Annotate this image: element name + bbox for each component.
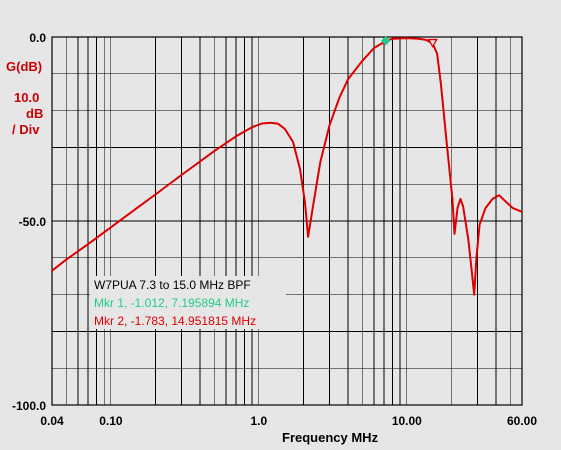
marker-1-readout: Mkr 1, -1.012, 7.195894 MHz (94, 296, 249, 310)
x-tick-label: 0.04 (40, 414, 64, 428)
grid-lines (52, 37, 522, 405)
y-tick-label: -50.0 (19, 215, 47, 229)
x-tick-label: 1.0 (251, 414, 268, 428)
plot-frame (51, 36, 523, 406)
y-scale-per-div: / Div (12, 122, 40, 137)
y-tick-label: -100.0 (12, 399, 46, 413)
chart-title: W7PUA 7.3 to 15.0 MHz BPF (94, 278, 251, 292)
x-tick-label: 0.10 (99, 414, 123, 428)
y-scale-unit: dB (26, 106, 43, 121)
x-tick-labels: 0.04 0.10 1.0 10.00 60.00 (40, 414, 537, 428)
marker-2-symbol (427, 38, 438, 48)
x-tick-label: 10.00 (392, 414, 422, 428)
y-axis-label: G(dB) (6, 59, 42, 74)
y-tick-label: 0.0 (29, 31, 46, 45)
x-tick-label: 60.00 (507, 414, 537, 428)
y-scale-value: 10.0 (14, 90, 39, 105)
marker-2-readout: Mkr 2, -1.783, 14.951815 MHz (94, 314, 256, 328)
x-axis-label: Frequency MHz (282, 430, 379, 445)
y-tick-labels: 0.0 -50.0 -100.0 (12, 31, 46, 413)
marker-1-symbol (380, 36, 391, 46)
marker-symbols (380, 36, 438, 48)
annotation-box (90, 276, 286, 329)
